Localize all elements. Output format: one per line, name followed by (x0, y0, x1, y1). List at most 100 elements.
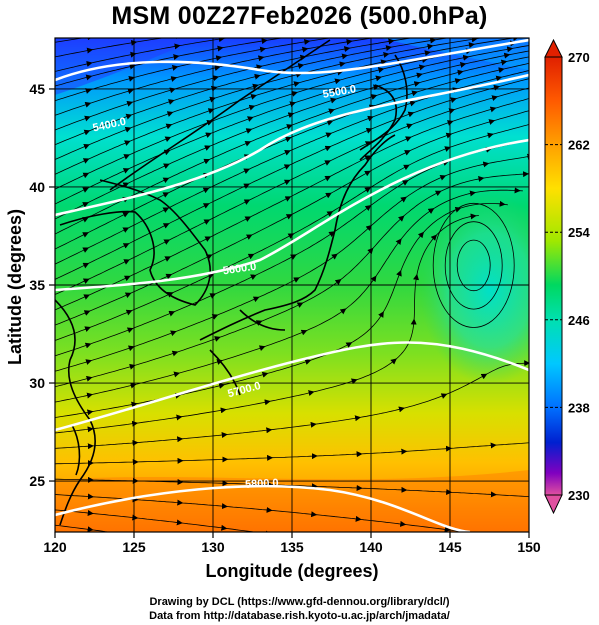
contour-label: 5800.0 (245, 477, 279, 491)
flow-arrow (125, 309, 133, 316)
streamline (55, 524, 112, 532)
flow-arrow (122, 243, 130, 249)
flow-arrow (84, 115, 91, 122)
height-contours (55, 38, 529, 532)
flow-arrow (293, 277, 300, 283)
flow-arrow (164, 136, 172, 143)
flow-arrow (245, 234, 253, 240)
flow-arrow (245, 128, 253, 134)
flow-arrow (448, 108, 456, 114)
streamline (55, 362, 529, 449)
colorbar-tick-label: 270 (568, 50, 590, 65)
streamline (55, 38, 86, 43)
flow-arrow (385, 45, 393, 51)
flow-arrow (202, 203, 210, 209)
flow-arrow (303, 38, 311, 45)
streamline (55, 442, 529, 465)
flow-arrow (350, 378, 358, 385)
flow-arrow (343, 46, 351, 53)
flow-arrow (83, 129, 91, 136)
flow-arrow (405, 136, 412, 142)
flow-arrow (243, 183, 250, 189)
flow-arrow (454, 78, 462, 84)
flow-arrow (454, 206, 462, 213)
flow-arrow (326, 211, 334, 217)
flow-arrow (339, 61, 346, 68)
streamline (456, 239, 491, 292)
flow-arrow (123, 154, 131, 160)
flow-arrow (82, 262, 90, 269)
flow-arrow (307, 390, 315, 396)
flow-arrow (85, 74, 93, 81)
flow-arrow (495, 75, 503, 82)
flow-arrow (378, 311, 384, 318)
flow-arrow (202, 187, 210, 194)
flow-arrow (264, 399, 271, 406)
flow-arrow (500, 59, 508, 66)
flow-arrow (284, 196, 292, 202)
flow-arrow (324, 160, 331, 166)
flow-arrow (217, 45, 224, 52)
flow-arrow (404, 150, 411, 156)
flow-arrow (450, 97, 457, 104)
flow-arrow (170, 76, 178, 82)
flow-arrow (174, 43, 181, 50)
flow-arrow (480, 373, 488, 380)
flow-arrow (122, 168, 130, 174)
flow-arrow (489, 106, 497, 113)
flow-arrow (491, 95, 499, 101)
flow-arrow (258, 345, 266, 352)
flow-arrow (243, 199, 251, 205)
flow-arrow (407, 111, 415, 118)
flow-arrow (284, 136, 292, 143)
flow-arrow (162, 207, 170, 213)
flow-arrow (418, 64, 426, 71)
streamline (55, 38, 165, 58)
flow-arrow (163, 149, 171, 156)
streamline (444, 221, 503, 310)
colorbar: 270 262 254 246 238 230 (544, 38, 590, 515)
flow-arrow (328, 108, 335, 115)
flow-arrow (440, 393, 448, 399)
flow-arrow (203, 158, 211, 165)
x-tick-label: 135 (280, 539, 304, 555)
flow-arrow (173, 54, 180, 61)
flow-arrow (127, 88, 135, 95)
x-tick-label: 120 (43, 539, 67, 555)
flow-arrow (124, 126, 132, 133)
flow-arrow (211, 314, 219, 320)
flow-arrow (409, 100, 417, 107)
flow-arrow (397, 215, 405, 222)
flow-arrow (439, 174, 447, 181)
graticule (55, 38, 529, 532)
flow-arrow (126, 327, 134, 334)
flow-arrow (171, 64, 179, 71)
flow-arrow (296, 302, 304, 308)
flow-arrow (162, 192, 170, 198)
flow-arrow (487, 132, 494, 139)
flow-arrow (300, 329, 308, 336)
flow-arrow (215, 55, 223, 62)
flow-arrow (84, 326, 91, 333)
flow-arrow (125, 113, 133, 120)
coastlines (55, 39, 408, 526)
flow-arrow (506, 46, 514, 53)
flow-arrow (421, 57, 429, 63)
flow-arrow (493, 84, 500, 91)
flow-arrow (527, 153, 529, 160)
flow-arrow (427, 43, 434, 50)
flow-arrow (289, 101, 297, 108)
flow-arrow (459, 61, 467, 68)
flow-arrow (498, 67, 505, 74)
flow-arrow (82, 202, 89, 208)
flow-arrow (244, 216, 252, 222)
flow-arrow (166, 292, 174, 298)
flow-arrow (162, 177, 170, 184)
flow-arrow (85, 88, 92, 94)
flow-arrow (304, 359, 312, 365)
flow-arrow (346, 39, 353, 45)
flow-arrow (170, 330, 177, 337)
streamline (55, 38, 484, 161)
flow-arrow (166, 111, 174, 117)
flow-arrow (406, 123, 413, 130)
